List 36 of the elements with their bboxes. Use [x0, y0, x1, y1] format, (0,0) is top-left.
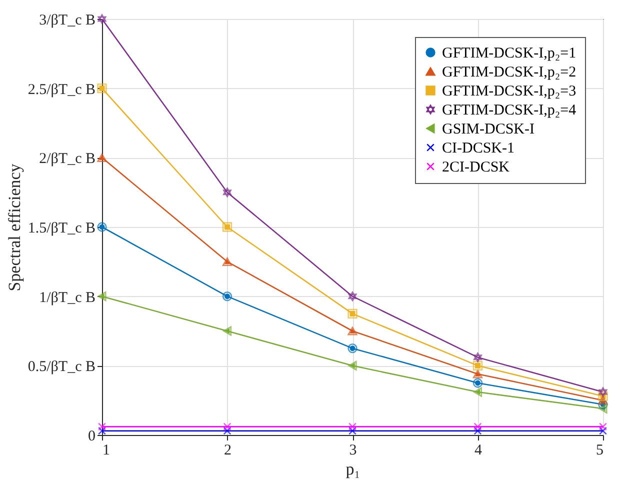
point	[348, 422, 356, 431]
x-tick-label: 5	[596, 442, 604, 458]
point	[222, 222, 232, 232]
point	[474, 426, 482, 435]
y-tick-label: 0	[88, 428, 96, 444]
legend-label: GFTIM-DCSK-I,p₂=3	[442, 84, 576, 100]
x-tick-label: 4	[474, 442, 482, 458]
legend-label: GFTIM-DCSK-I,p₂=4	[442, 102, 577, 118]
point	[98, 422, 106, 431]
x-tick-label: 2	[224, 442, 232, 458]
x-tick-label: 3	[349, 442, 357, 458]
y-tick-label: 2.5/βT_c B	[28, 82, 96, 98]
legend-label: GFTIM-DCSK-I,p₂=2	[442, 64, 576, 80]
y-tick-label: 2/βT_c B	[39, 151, 96, 168]
y-tick-label: 1/βT_c B	[39, 290, 96, 306]
point	[223, 422, 232, 431]
point	[599, 426, 607, 435]
legend-label: GSIM-DCSK-I	[442, 122, 535, 138]
y-tick-label: 1.5/βT_c B	[28, 220, 96, 236]
point	[222, 292, 232, 302]
legend-label: GFTIM-DCSK-I,p₂=1	[442, 46, 576, 62]
y-tick-label: 0.5/βT_c B	[28, 359, 96, 376]
point	[472, 360, 483, 370]
x-tick-label: 1	[102, 442, 110, 458]
legend-label: CI-DCSK-1	[442, 140, 515, 156]
legend-label: 2CI-DCSK	[442, 160, 510, 176]
point	[472, 370, 483, 378]
point	[348, 426, 356, 435]
y-axis-title: Spectral efficiency	[4, 163, 24, 292]
y-tick-label: 3/βT_c B	[39, 12, 96, 28]
point	[599, 422, 607, 431]
point	[474, 422, 482, 431]
x-axis-title: p₁	[346, 460, 360, 478]
point	[223, 426, 232, 435]
point	[222, 257, 232, 266]
point	[472, 378, 483, 388]
